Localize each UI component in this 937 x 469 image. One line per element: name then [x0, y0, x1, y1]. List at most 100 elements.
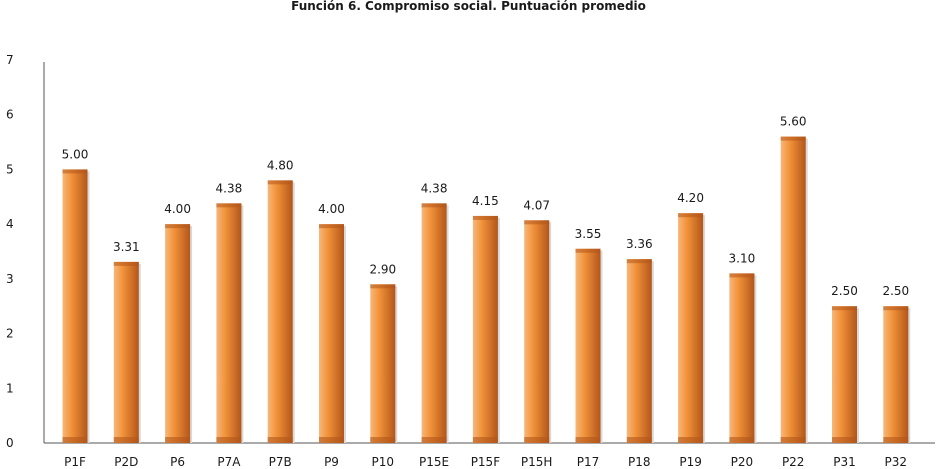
- bar-group: 2.90: [369, 262, 398, 443]
- data-label: 3.10: [729, 251, 756, 265]
- bar-cap: [165, 224, 191, 229]
- data-label: 4.00: [318, 202, 345, 216]
- data-label: 3.31: [113, 240, 140, 254]
- bar: [421, 203, 447, 443]
- y-tick-label: 4: [6, 217, 14, 231]
- bar: [832, 306, 857, 443]
- x-tick-label: P10: [372, 455, 395, 469]
- data-label: 2.90: [369, 262, 396, 276]
- x-tick-label: P32: [885, 455, 908, 469]
- bar-base: [626, 437, 652, 443]
- bar-group: 4.00: [318, 202, 346, 443]
- bar-group: 4.80: [267, 158, 295, 443]
- bar-group: 3.10: [729, 251, 757, 443]
- bar: [575, 248, 601, 443]
- bar-group: 2.50: [882, 284, 911, 443]
- bar: [113, 261, 139, 443]
- bar: [472, 215, 498, 443]
- bar-group: 4.07: [523, 198, 552, 443]
- bar-base: [267, 437, 293, 443]
- bar-base: [780, 437, 806, 443]
- bar-base: [62, 437, 88, 443]
- bar: [216, 203, 242, 443]
- bar: [370, 284, 396, 443]
- bar-group: 5.00: [62, 147, 90, 443]
- chart-title: Función 6. Compromiso social. Puntuación…: [291, 0, 646, 13]
- bar-cap: [421, 203, 447, 208]
- bar: [524, 220, 550, 443]
- x-tick-label: P15H: [521, 455, 553, 469]
- bar: [319, 224, 344, 443]
- bar-base: [678, 437, 704, 443]
- bar-base: [472, 437, 498, 443]
- x-tick-label: P19: [679, 455, 702, 469]
- bars: 5.00 3.31 4.00 4.38 4.80 4.00 2.90 4.38 4.15 4.07…: [62, 115, 911, 443]
- data-label: 2.50: [831, 284, 858, 298]
- bar-cap: [729, 273, 755, 278]
- bar: [883, 306, 909, 443]
- y-tick-label: 1: [6, 381, 14, 395]
- bar-cap: [319, 224, 344, 229]
- y-tick-label: 3: [6, 272, 14, 286]
- data-label: 4.38: [421, 181, 448, 195]
- data-label: 5.60: [780, 115, 807, 129]
- bar: [626, 259, 652, 443]
- x-tick-label: P31: [833, 455, 856, 469]
- bar-cap: [524, 220, 550, 225]
- bar-base: [729, 437, 755, 443]
- data-label: 5.00: [62, 147, 89, 161]
- bar: [780, 136, 806, 443]
- data-label: 3.55: [575, 227, 602, 241]
- bar-base: [883, 437, 909, 443]
- x-tick-label: P15E: [419, 455, 449, 469]
- y-tick-label: 6: [6, 108, 14, 122]
- data-label: 4.20: [677, 191, 704, 205]
- bar: [267, 180, 293, 443]
- bar-cap: [575, 248, 601, 253]
- y-axis: 0 1 2 3 4 5 6 7: [6, 53, 45, 450]
- data-label: 2.50: [882, 284, 909, 298]
- bar-group: 5.60: [780, 115, 808, 443]
- data-label: 4.07: [523, 198, 550, 212]
- bar: [729, 273, 755, 443]
- bar: [165, 224, 191, 443]
- bar-group: 4.00: [164, 202, 193, 443]
- bar-base: [575, 437, 601, 443]
- bar-group: 3.36: [626, 237, 654, 443]
- bar-cap: [780, 136, 806, 141]
- bar-base: [370, 437, 396, 443]
- bar-group: 2.50: [831, 284, 859, 443]
- bar: [62, 169, 88, 443]
- y-tick-label: 2: [6, 327, 14, 341]
- data-label: 4.00: [164, 202, 191, 216]
- y-tick-label: 0: [6, 436, 14, 450]
- data-label: 4.15: [472, 194, 499, 208]
- x-tick-label: P9: [324, 455, 339, 469]
- bar-base: [421, 437, 447, 443]
- bar-base: [319, 437, 344, 443]
- x-tick-label: P1F: [64, 455, 86, 469]
- x-tick-label: P15F: [471, 455, 501, 469]
- bar-group: 4.15: [472, 194, 500, 443]
- bar-cap: [883, 306, 909, 311]
- bar-cap: [678, 213, 704, 218]
- bar: [678, 213, 704, 443]
- bar-group: 3.55: [575, 227, 603, 443]
- bar-base: [524, 437, 550, 443]
- bar-group: 3.31: [113, 240, 141, 443]
- y-tick-label: 7: [6, 53, 14, 67]
- bar-cap: [267, 180, 293, 185]
- x-tick-label: P7A: [217, 455, 241, 469]
- x-tick-label: P7B: [269, 455, 292, 469]
- data-label: 4.80: [267, 158, 294, 172]
- data-label: 3.36: [626, 237, 653, 251]
- bar-cap: [472, 215, 498, 220]
- x-tick-label: P17: [577, 455, 600, 469]
- bar-cap: [62, 169, 88, 174]
- x-tick-label: P6: [170, 455, 185, 469]
- x-tick-label: P2D: [114, 455, 138, 469]
- bar-base: [832, 437, 857, 443]
- bar-cap: [113, 261, 139, 266]
- y-tick-label: 5: [6, 162, 14, 176]
